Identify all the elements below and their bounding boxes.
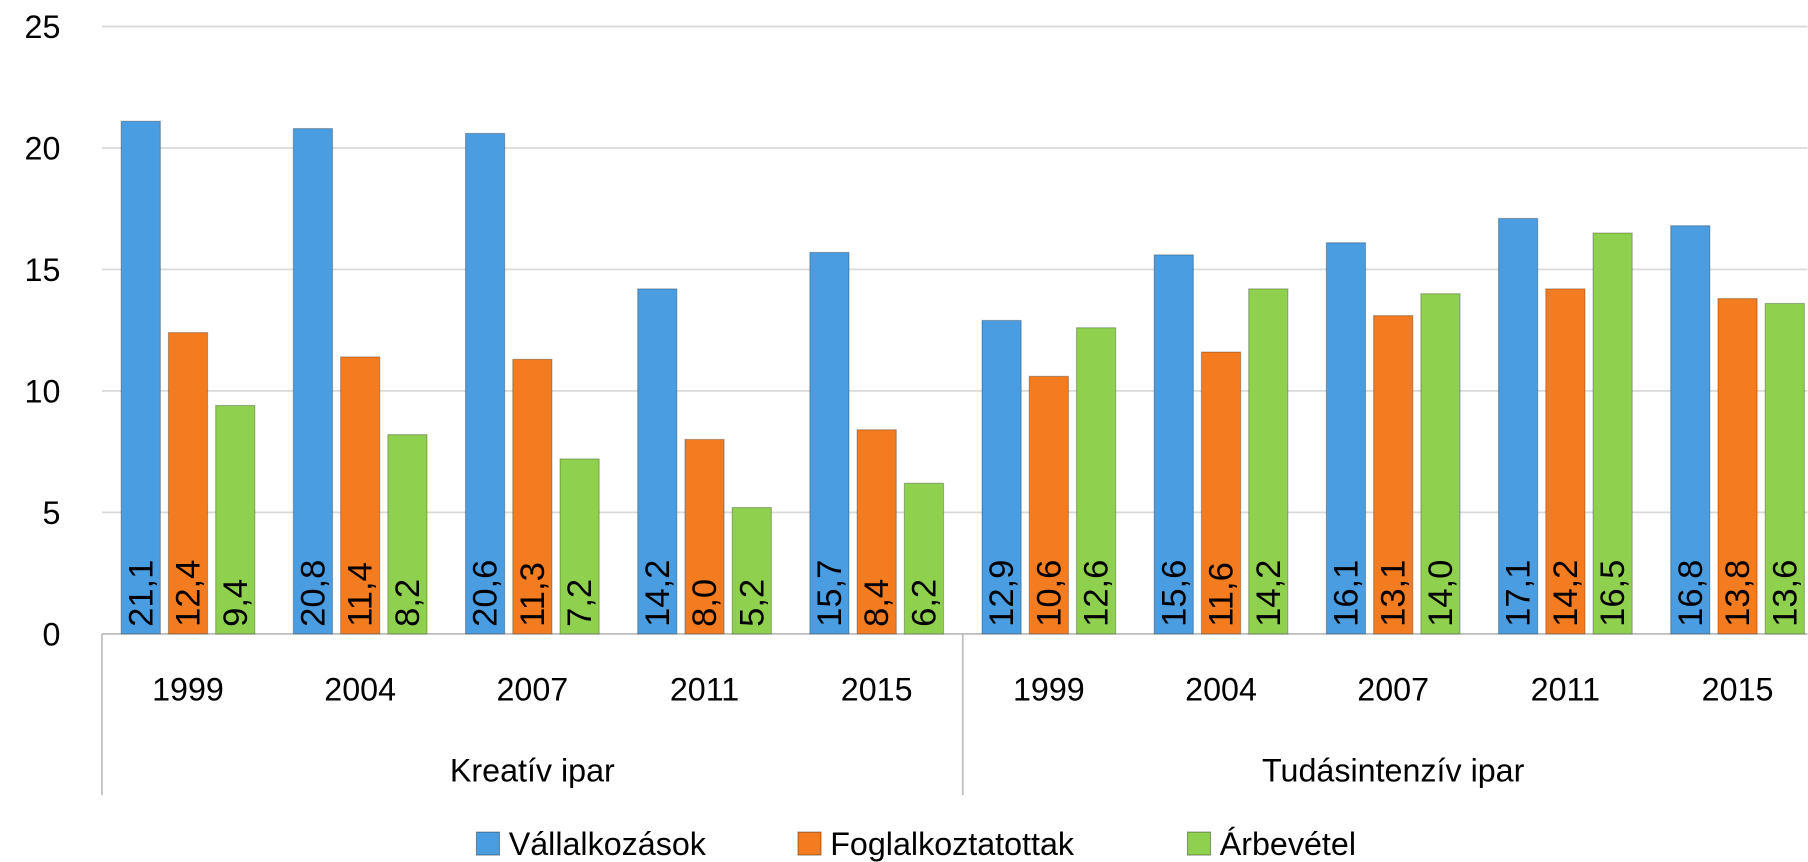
data-label: 17,1 — [1500, 560, 1538, 627]
x-tick-label: 2015 — [1702, 672, 1774, 708]
data-label: 16,8 — [1672, 560, 1710, 627]
data-label: 8,0 — [686, 579, 724, 627]
y-tick-label: 20 — [25, 130, 61, 166]
bar — [559, 458, 600, 635]
x-tick-label: 2004 — [1185, 672, 1257, 708]
data-label: 10,6 — [1030, 560, 1068, 627]
bar — [637, 288, 678, 635]
y-tick-label: 0 — [43, 616, 61, 652]
data-label: 9,4 — [217, 579, 255, 627]
x-tick-label: 2004 — [324, 672, 396, 708]
bar — [1717, 298, 1758, 635]
data-label: 12,6 — [1078, 560, 1116, 627]
data-label: 6,2 — [905, 579, 943, 627]
x-tick-label: 2011 — [670, 672, 739, 708]
data-label: 11,6 — [1203, 562, 1241, 627]
data-label: 8,4 — [858, 579, 896, 627]
bar — [1325, 242, 1367, 635]
bar — [1764, 302, 1805, 635]
data-label: 13,1 — [1375, 560, 1413, 627]
data-label: 21,1 — [122, 560, 160, 627]
data-label: 15,7 — [811, 560, 849, 627]
y-tick-label: 15 — [25, 252, 61, 288]
bar — [292, 127, 334, 635]
data-label: 14,2 — [1547, 560, 1585, 627]
bar — [981, 319, 1022, 635]
data-label: 20,8 — [294, 560, 332, 627]
data-label: 13,8 — [1719, 560, 1757, 627]
legend-swatch — [1186, 831, 1212, 856]
bar — [512, 358, 553, 635]
bar — [856, 429, 897, 635]
group-label: Kreatív ipar — [450, 752, 615, 788]
x-tick-label: 2011 — [1531, 672, 1600, 708]
y-tick-label: 10 — [25, 373, 61, 409]
bar — [1497, 217, 1539, 635]
data-label: 15,6 — [1155, 560, 1193, 627]
x-tick-label: 2007 — [1357, 672, 1429, 708]
data-label: 7,2 — [561, 579, 599, 627]
bar — [215, 404, 256, 635]
bar — [1075, 327, 1117, 635]
group-label: Tudásintenzív ipar — [1262, 752, 1525, 788]
bar — [340, 356, 381, 635]
data-label: 12,9 — [983, 560, 1021, 627]
bar — [167, 332, 209, 635]
legend-swatch — [475, 831, 501, 856]
bar — [1248, 288, 1289, 635]
data-label: 14,0 — [1422, 560, 1460, 627]
data-label: 11,4 — [342, 562, 380, 627]
data-label: 11,3 — [514, 562, 552, 627]
bar — [1200, 351, 1242, 635]
bar — [1028, 375, 1070, 635]
bar — [1670, 225, 1711, 635]
y-tick-label: 5 — [43, 495, 61, 531]
bar — [684, 438, 725, 635]
bar — [1420, 293, 1461, 635]
bar — [1373, 315, 1414, 635]
legend-label: Foglalkoztatottak — [830, 826, 1075, 862]
data-label: 12,4 — [170, 560, 208, 627]
bar — [464, 132, 506, 635]
legend-swatch — [797, 831, 822, 856]
x-tick-label: 1999 — [152, 672, 224, 708]
bar — [903, 482, 945, 635]
bar — [731, 506, 772, 635]
x-tick-label: 1999 — [1013, 672, 1085, 708]
x-tick-label: 2007 — [496, 672, 568, 708]
data-label: 16,5 — [1594, 560, 1632, 627]
bar — [387, 434, 428, 635]
bar — [120, 120, 161, 635]
bar — [1153, 254, 1194, 635]
y-tick-label: 25 — [25, 9, 61, 45]
data-label: 16,1 — [1327, 560, 1365, 627]
data-label: 8,2 — [389, 579, 427, 627]
data-label: 14,2 — [639, 560, 677, 627]
legend-label: Vállalkozások — [509, 826, 707, 862]
data-label: 13,6 — [1766, 560, 1804, 627]
bar — [1592, 232, 1633, 635]
data-label: 14,2 — [1250, 560, 1288, 627]
bar — [809, 251, 850, 635]
bar — [1545, 288, 1586, 635]
data-label: 5,2 — [733, 579, 771, 627]
x-tick-label: 2015 — [841, 672, 913, 708]
data-label: 20,6 — [467, 560, 505, 627]
legend-label: Árbevétel — [1220, 826, 1356, 862]
